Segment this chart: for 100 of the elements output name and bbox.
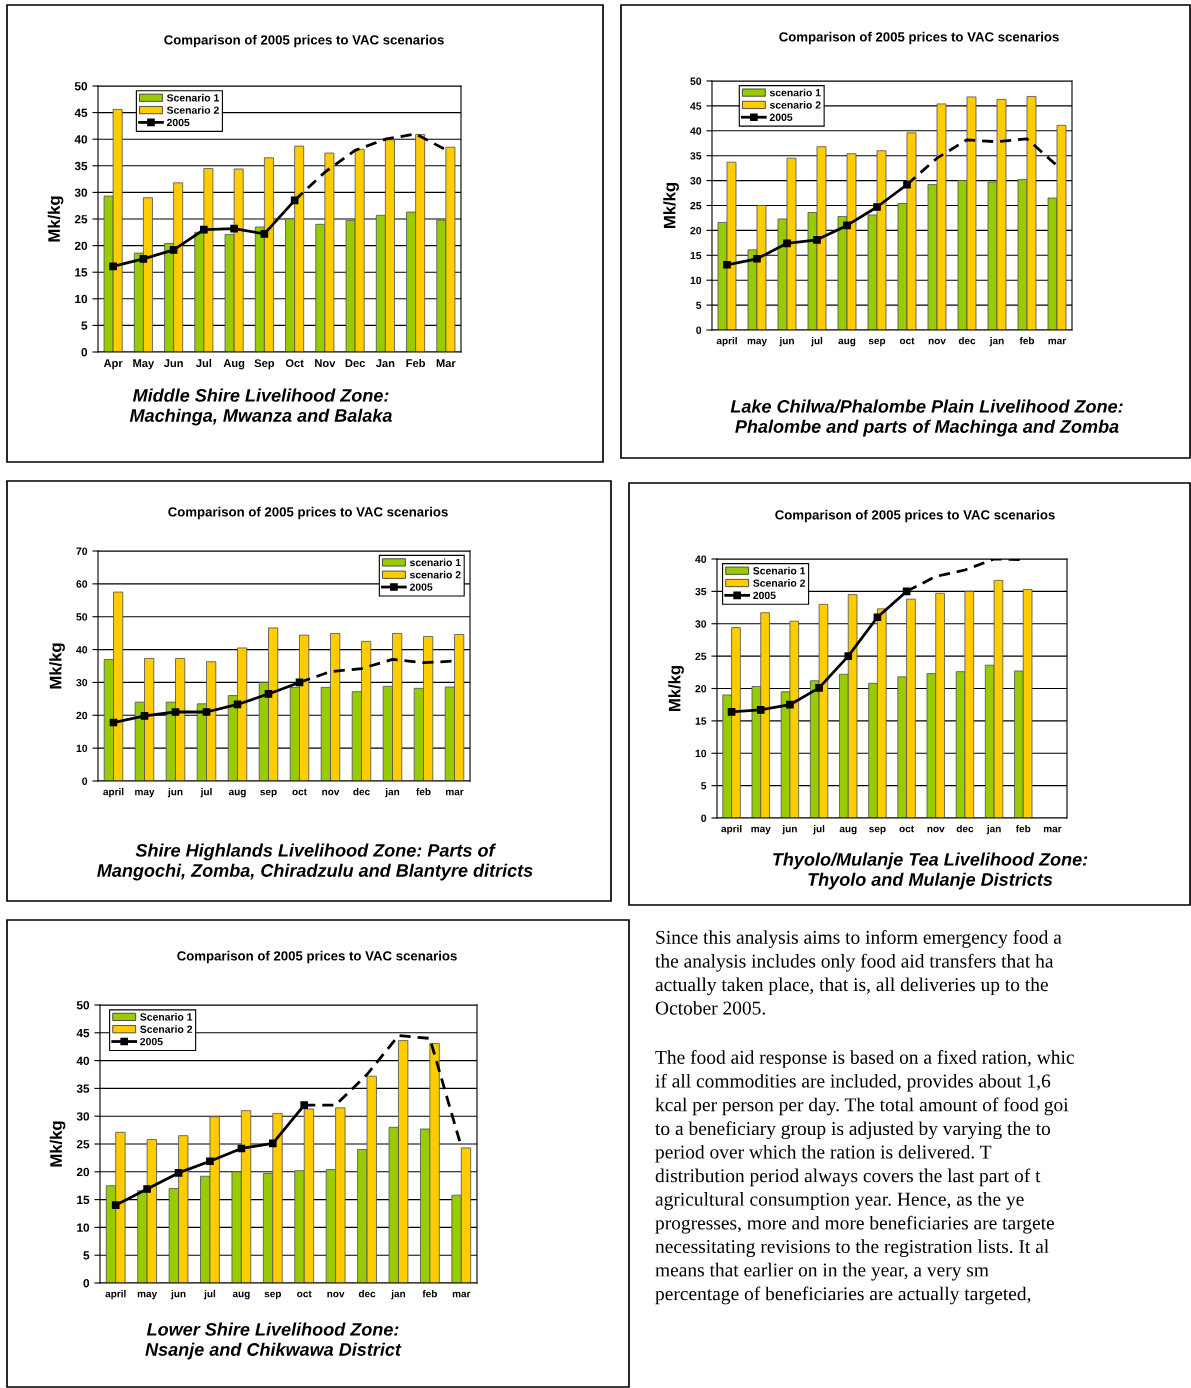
y-tick-label: 10 bbox=[695, 749, 707, 758]
x-tick-label: dec bbox=[353, 787, 370, 796]
y-axis-title: Mk/kg bbox=[663, 183, 679, 228]
y-tick-label: 20 bbox=[76, 1167, 90, 1177]
x-tick-label: oct bbox=[297, 1290, 312, 1298]
x-tick-label: oct bbox=[899, 825, 914, 833]
y-tick-label: 0 bbox=[83, 1279, 90, 1288]
y-tick-label: 35 bbox=[690, 152, 702, 160]
x-tick-label: jan bbox=[986, 824, 1001, 835]
x-tick-label: jun bbox=[167, 787, 183, 798]
x-tick-label: april bbox=[716, 336, 737, 347]
y-tick-label: 15 bbox=[695, 717, 707, 725]
y-tick-label: 15 bbox=[690, 251, 702, 260]
x-tick-label: may bbox=[137, 1291, 158, 1300]
x-tick-label: aug bbox=[838, 338, 856, 347]
y-tick-label: 25 bbox=[76, 1140, 90, 1149]
x-tick-label: mar bbox=[452, 1291, 471, 1298]
x-tick-label: may bbox=[751, 826, 771, 835]
x-tick-label: april bbox=[103, 787, 124, 798]
y-tick-label: 25 bbox=[74, 215, 88, 224]
x-tick-label: jul bbox=[200, 787, 212, 798]
y-tick-label: 10 bbox=[77, 1223, 90, 1232]
x-tick-label: nov bbox=[928, 338, 946, 345]
x-tick-label: oct bbox=[899, 337, 915, 345]
x-tick-label: Nov bbox=[315, 359, 336, 368]
legend-label: scenario 1 bbox=[409, 558, 461, 567]
x-tick-label: aug bbox=[232, 1291, 250, 1300]
y-tick-label: 30 bbox=[690, 177, 702, 185]
x-tick-label: april bbox=[721, 824, 742, 835]
x-tick-label: Mar bbox=[436, 359, 456, 368]
y-tick-label: 60 bbox=[76, 580, 88, 588]
x-tick-label: feb bbox=[1015, 824, 1031, 833]
x-tick-label: dec bbox=[956, 824, 974, 833]
x-tick-label: Feb bbox=[406, 358, 426, 368]
y-tick-label: 15 bbox=[77, 1195, 90, 1204]
legend-label: scenario 2 bbox=[769, 101, 821, 109]
x-tick-label: oct bbox=[292, 788, 307, 796]
y-tick-label: 30 bbox=[76, 678, 88, 687]
y-tick-label: 30 bbox=[74, 188, 88, 197]
chart-title: Comparison of 2005 prices to VAC scenarios bbox=[164, 34, 444, 48]
y-tick-label: 35 bbox=[74, 161, 88, 171]
legend-label: 2005 bbox=[166, 118, 190, 127]
x-tick-label: feb bbox=[1019, 336, 1035, 345]
x-tick-label: Jun bbox=[163, 359, 183, 368]
chart-title: Comparison of 2005 prices to VAC scenarios bbox=[779, 31, 1059, 45]
x-tick-label: Apr bbox=[103, 359, 123, 370]
x-tick-label: Aug bbox=[223, 359, 245, 370]
x-tick-label: nov bbox=[927, 826, 945, 833]
legend-label: Scenario 2 bbox=[166, 106, 219, 114]
x-tick-label: may bbox=[747, 338, 767, 347]
x-tick-label: jul bbox=[811, 336, 823, 347]
y-tick-label: 25 bbox=[695, 652, 707, 660]
text: Lower Shire Livelihood Zone: Nsanje and Chikwawa District bbox=[145, 1322, 402, 1360]
y-axis-title: Mk/kg bbox=[47, 196, 64, 242]
text: The food aid response is based on a fixed ration, whic if all commodities are included, provides about 1,6 kcal per person per day. The total amount of food goi to a beneficiary group is adjusted by varying the to period over which the ration is delivered. T distribution period always covers the last part of t agricultural consumption year. Hence, as the ye progresses, more and more beneficiaries are targete necessitating revisions to the registration lists. It al means that earlier on in the year, a very sm percentage of beneficiaries are actually targeted, bbox=[655, 1050, 1074, 1305]
x-tick-label: sep bbox=[869, 826, 886, 835]
legend-label: scenario 1 bbox=[769, 88, 821, 97]
x-tick-label: jun bbox=[779, 336, 794, 347]
text: Shire Highlands Livelihood Zone: Parts of Mangochi, Zomba, Chiradzulu and Blantyre ditricts bbox=[97, 843, 533, 881]
x-tick-label: May bbox=[133, 359, 155, 370]
y-tick-label: 5 bbox=[701, 782, 707, 790]
x-tick-label: Jul bbox=[196, 358, 212, 368]
y-tick-label: 35 bbox=[76, 1084, 90, 1093]
y-tick-label: 10 bbox=[690, 276, 702, 285]
y-tick-label: 5 bbox=[81, 321, 88, 330]
x-tick-label: jan bbox=[385, 787, 400, 798]
y-tick-label: 45 bbox=[76, 1028, 90, 1038]
y-axis-title: Mk/kg bbox=[668, 666, 684, 711]
y-tick-label: 40 bbox=[695, 555, 707, 563]
y-tick-label: 40 bbox=[690, 127, 702, 135]
y-tick-label: 0 bbox=[701, 814, 707, 822]
y-tick-label: 20 bbox=[695, 685, 707, 693]
x-tick-label: aug bbox=[839, 826, 857, 835]
x-tick-label: mar bbox=[1043, 826, 1062, 833]
y-tick-label: 10 bbox=[76, 744, 88, 753]
x-tick-label: jul bbox=[203, 1289, 216, 1300]
x-tick-label: jan bbox=[391, 1289, 406, 1300]
legend-label: 2005 bbox=[769, 113, 793, 121]
text: Since this analysis aims to inform emergency food a the analysis includes only food aid transfers that ha actually taken place, that is, all deliveries up to the October 2005. bbox=[655, 930, 1062, 1015]
y-tick-label: 5 bbox=[696, 301, 702, 309]
y-tick-label: 15 bbox=[75, 268, 88, 277]
y-tick-label: 35 bbox=[695, 587, 707, 596]
y-tick-label: 45 bbox=[690, 102, 702, 110]
chart-title: Comparison of 2005 prices to VAC scenarios bbox=[168, 506, 448, 520]
x-tick-label: sep bbox=[868, 338, 886, 347]
y-tick-label: 45 bbox=[74, 108, 88, 117]
x-tick-label: april bbox=[105, 1289, 126, 1300]
y-tick-label: 70 bbox=[76, 547, 88, 555]
y-tick-label: 0 bbox=[82, 777, 88, 785]
x-tick-label: Sep bbox=[254, 359, 275, 370]
chart-title: Comparison of 2005 prices to VAC scenarios bbox=[775, 509, 1055, 523]
y-axis-title: Mk/kg bbox=[49, 1121, 66, 1167]
x-tick-label: mar bbox=[1048, 338, 1067, 345]
x-tick-label: nov bbox=[327, 1291, 345, 1298]
text: Lake Chilwa/Phalombe Plain Livelihood Zone: Phalombe and parts of Machinga and Zomba bbox=[730, 399, 1123, 437]
text: Middle Shire Livelihood Zone: Machinga, Mwanza and Balaka bbox=[129, 388, 392, 426]
y-tick-label: 25 bbox=[690, 202, 702, 210]
y-tick-label: 40 bbox=[76, 646, 88, 654]
y-axis-title: Mk/kg bbox=[49, 643, 65, 689]
legend-label: 2005 bbox=[753, 591, 776, 600]
